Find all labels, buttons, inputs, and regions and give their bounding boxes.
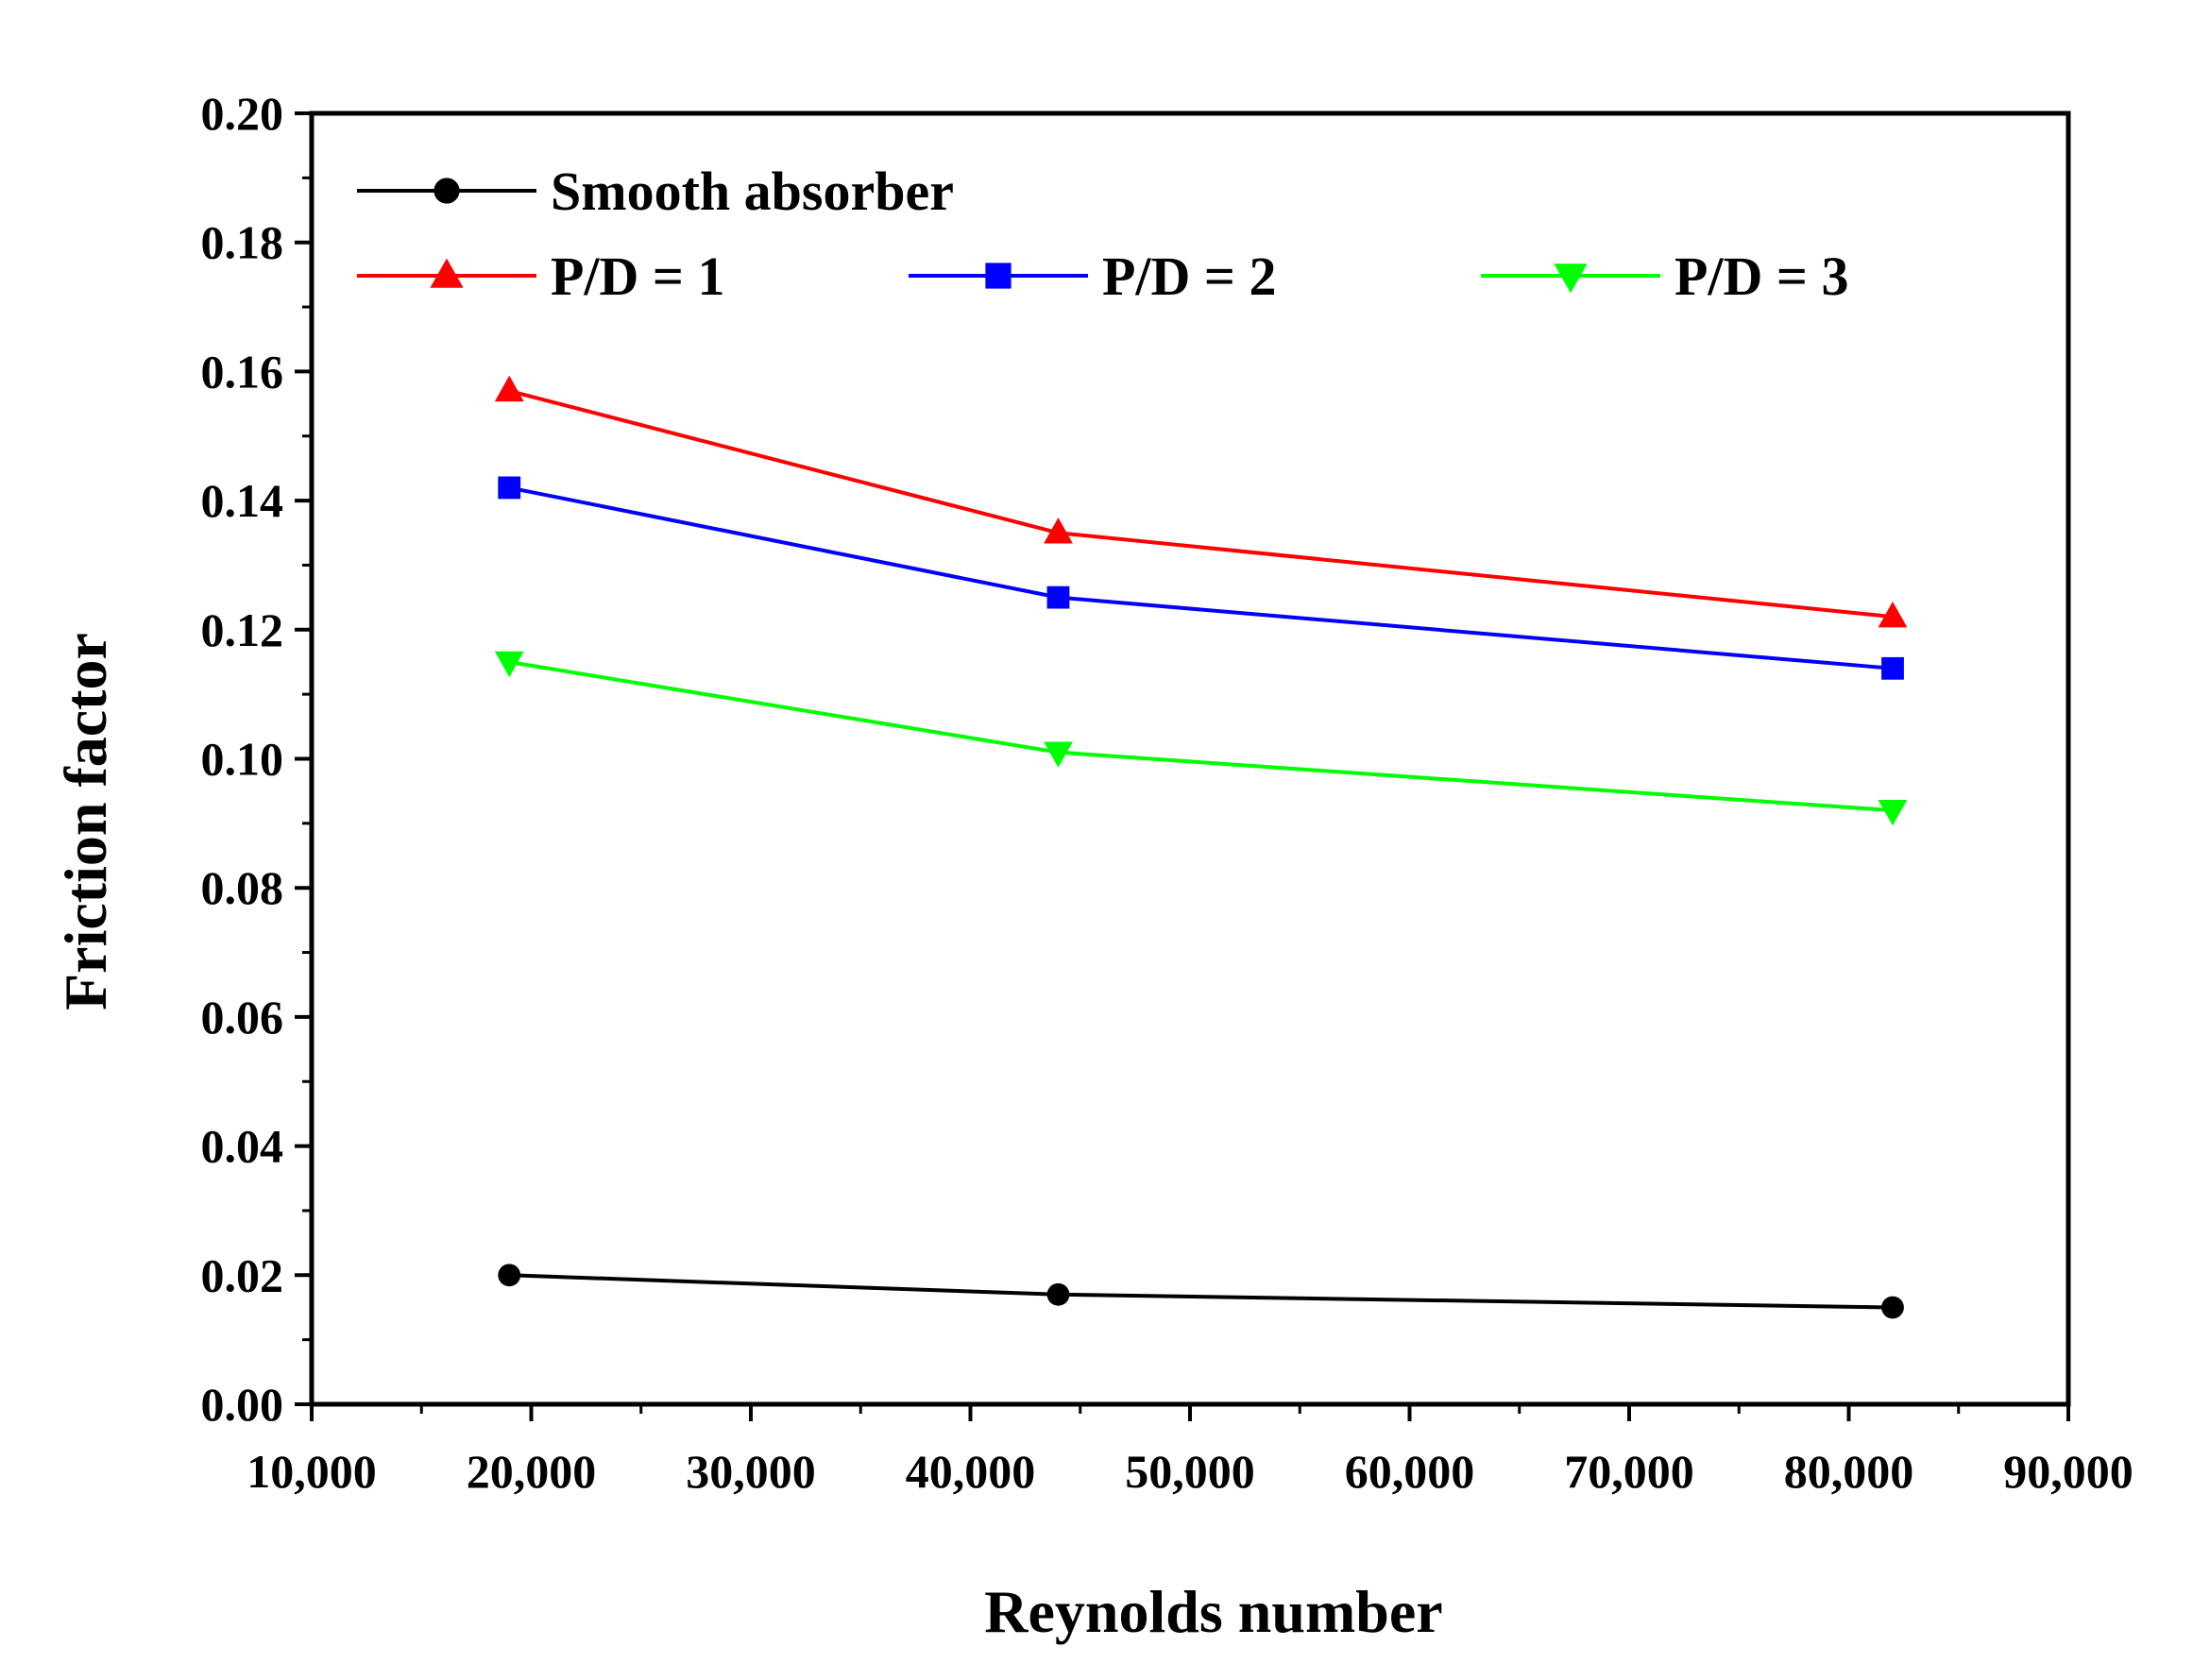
legend: Smooth absorber P/D = 1 P/D = 2 P/D = 3 xyxy=(357,161,1848,307)
y-tick-label: 0.02 xyxy=(201,1248,284,1301)
x-axis: 10,000 20,000 30,000 40,000 50,000 60,000 70,0… xyxy=(246,1404,2134,1498)
y-tick-label: 0.16 xyxy=(201,345,284,398)
x-tick-label: 50,000 xyxy=(1125,1445,1255,1498)
data-point-1-0 xyxy=(494,375,524,402)
data-point-0-1 xyxy=(1046,1282,1070,1306)
legend-label-3: P/D = 3 xyxy=(1674,246,1848,307)
legend-marker-0 xyxy=(434,178,460,204)
y-tick-label: 0.06 xyxy=(201,991,284,1044)
x-tick-label: 90,000 xyxy=(2003,1445,2134,1498)
y-axis-title: Friction factor xyxy=(52,633,119,1010)
data-point-1-2 xyxy=(1878,602,1908,628)
x-tick-label: 40,000 xyxy=(906,1445,1036,1498)
x-tick-label: 10,000 xyxy=(246,1445,377,1498)
legend-marker-1 xyxy=(430,258,464,288)
x-tick-label: 60,000 xyxy=(1345,1445,1475,1498)
data-point-1-1 xyxy=(1044,518,1073,544)
x-tick-label: 20,000 xyxy=(467,1445,597,1498)
x-axis-title: Reynolds number xyxy=(984,1578,1442,1645)
y-tick-label: 0.18 xyxy=(201,216,284,269)
y-tick-label: 0.04 xyxy=(201,1120,284,1173)
data-point-2-0 xyxy=(498,476,521,500)
data-point-0-2 xyxy=(1881,1296,1904,1319)
x-tick-label: 70,000 xyxy=(1564,1445,1694,1498)
y-tick-label: 0.12 xyxy=(201,603,284,656)
x-tick-label: 30,000 xyxy=(686,1445,816,1498)
legend-label-0: Smooth absorber xyxy=(551,161,954,222)
y-tick-label: 0.08 xyxy=(201,861,284,914)
legend-label-1: P/D = 1 xyxy=(551,246,724,307)
y-tick-label: 0.14 xyxy=(201,474,284,527)
y-tick-label: 0.10 xyxy=(201,733,284,786)
y-tick-label: 0.20 xyxy=(201,87,284,140)
data-point-2-2 xyxy=(1881,656,1904,680)
data-point-3-1 xyxy=(1044,741,1073,768)
series-layer xyxy=(494,375,1908,1319)
legend-marker-3 xyxy=(1554,263,1588,294)
y-axis: 0.00 0.02 0.04 0.06 0.08 0.10 0.12 0.14 0.16 0.18… xyxy=(201,87,312,1431)
data-point-2-1 xyxy=(1046,585,1070,609)
data-point-3-0 xyxy=(494,651,524,678)
data-point-0-0 xyxy=(498,1264,521,1287)
data-point-3-2 xyxy=(1878,799,1908,826)
legend-label-2: P/D = 2 xyxy=(1102,246,1276,307)
x-tick-label: 80,000 xyxy=(1784,1445,1914,1498)
legend-marker-2 xyxy=(985,263,1012,289)
y-tick-label: 0.00 xyxy=(201,1378,284,1431)
plot-area xyxy=(309,110,2071,1407)
